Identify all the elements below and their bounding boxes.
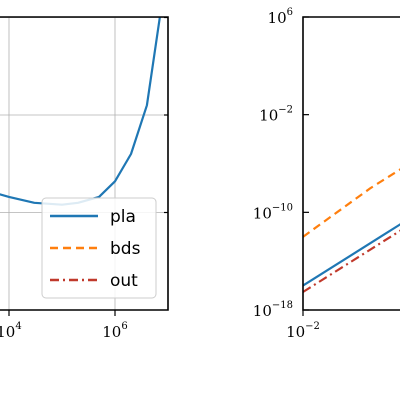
left-x-tick-label: 106 <box>102 321 127 341</box>
right-y-tick-label: 106 <box>268 7 293 27</box>
legend-label-bds: bds <box>110 239 141 259</box>
left-plot-panel: 104 106 pla bds out <box>0 16 169 341</box>
right-series-line-bds <box>303 168 400 238</box>
legend-label-pla: pla <box>110 207 136 227</box>
legend-box <box>41 197 157 299</box>
left-series-layer <box>0 17 161 206</box>
left-series-line-pla <box>0 17 161 206</box>
legend-label-out: out <box>110 271 138 291</box>
right-series-layer <box>303 168 400 293</box>
right-series-line-pla <box>303 223 400 287</box>
right-y-tick-label: 10−2 <box>259 105 293 125</box>
right-axes-frame <box>302 16 400 311</box>
right-plot-panel: 106 10−2 10−10 10−18 10−2 <box>253 7 400 341</box>
right-y-tick-label: 10−10 <box>253 202 293 222</box>
left-axes-frame <box>0 16 169 311</box>
legend: pla bds out <box>41 197 157 299</box>
right-y-ticks: 106 10−2 10−10 10−18 <box>253 7 309 320</box>
right-x-tick-label: 10−2 <box>286 321 320 341</box>
right-x-ticks: 10−2 <box>286 310 320 341</box>
left-x-tick-label: 104 <box>0 321 22 341</box>
right-series-line-out <box>303 229 400 293</box>
left-x-ticks: 104 106 <box>0 16 168 341</box>
right-y-tick-label: 10−18 <box>253 300 293 320</box>
